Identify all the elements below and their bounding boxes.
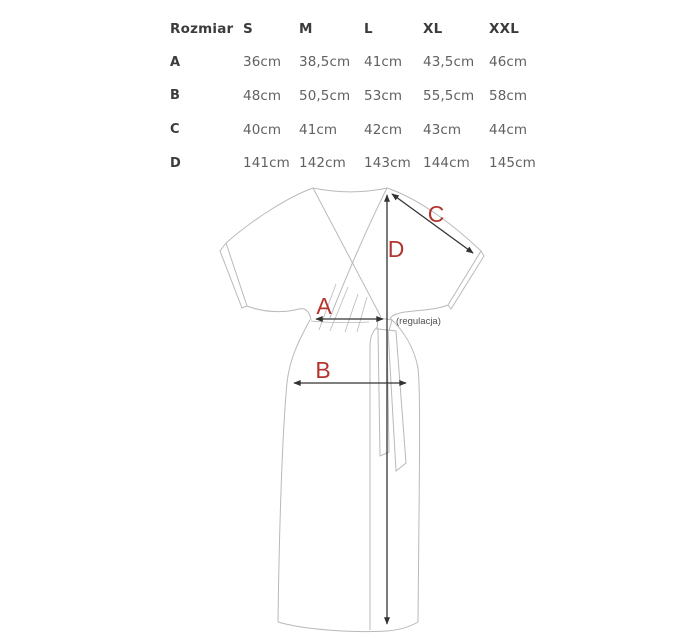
dress-outline — [219, 187, 485, 633]
size-value: 41cm — [299, 121, 338, 138]
size-value: 141cm — [243, 155, 290, 172]
measure-label-c: C — [428, 201, 445, 227]
size-value: 40cm — [243, 121, 282, 138]
row-label-c: C — [170, 122, 180, 138]
size-value: 44cm — [489, 121, 528, 138]
regulacja-note: (regulacja) — [396, 316, 441, 327]
size-value: 53cm — [364, 87, 403, 104]
size-value: 58cm — [489, 87, 528, 104]
dimension-arrows — [293, 193, 474, 625]
header-cell-s: S — [243, 20, 253, 37]
size-value: 144cm — [423, 155, 470, 172]
header-cell-l: L — [364, 20, 373, 37]
size-value: 142cm — [299, 155, 346, 172]
size-value: 42cm — [364, 121, 403, 138]
size-value: 50,5cm — [299, 87, 351, 104]
size-value: 145cm — [489, 155, 536, 172]
size-table: Rozmiar S M L XL XXL A 36cm 38,5cm 41cm … — [170, 12, 544, 180]
row-label-b: B — [170, 88, 180, 104]
size-value: 48cm — [243, 87, 282, 104]
size-value: 55,5cm — [423, 87, 475, 104]
header-cell-rozmiar: Rozmiar — [170, 20, 234, 37]
size-value: 43cm — [423, 121, 462, 138]
measure-label-a: A — [316, 293, 332, 319]
measure-label-b: B — [315, 357, 330, 383]
row-label-a: A — [170, 54, 181, 70]
size-value: 46cm — [489, 54, 528, 71]
header-cell-m: M — [299, 20, 313, 37]
measure-label-d: D — [388, 236, 405, 262]
size-value: 43,5cm — [423, 54, 475, 71]
size-value: 38,5cm — [299, 54, 351, 71]
measure-arrow-c — [391, 193, 474, 254]
size-value: 143cm — [364, 155, 411, 172]
size-value: 36cm — [243, 54, 282, 71]
header-cell-xl: XL — [423, 20, 443, 37]
belt-tie — [376, 317, 407, 472]
size-value: 41cm — [364, 54, 403, 71]
header-cell-xxl: XXL — [489, 20, 520, 37]
row-label-d: D — [170, 155, 181, 171]
